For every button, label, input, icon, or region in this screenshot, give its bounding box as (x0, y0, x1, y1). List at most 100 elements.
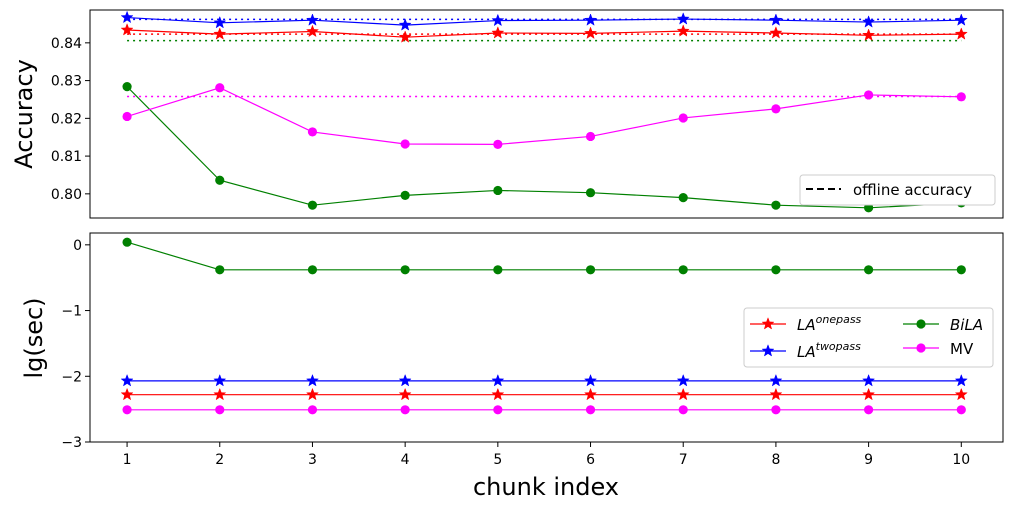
time-plot-frame (89, 232, 1004, 443)
data-point (120, 387, 134, 401)
time-series (120, 237, 968, 415)
data-point (956, 265, 966, 275)
accuracy-panel: 0.80 0.81 0.82 0.83 0.84 Accuracy offline ac… (10, 9, 1004, 219)
data-point (398, 18, 412, 31)
data-point (398, 30, 412, 43)
data-point (215, 405, 225, 415)
data-point (769, 26, 783, 39)
x-tick-label: 3 (308, 452, 317, 468)
data-point (585, 265, 596, 275)
data-point (678, 405, 688, 415)
chunk-index-x-ticks: 1 2 3 4 5 6 7 8 9 10 (123, 442, 970, 468)
legend-entry-bila: BiLA (903, 316, 983, 334)
data-point (862, 28, 876, 41)
data-point (305, 387, 320, 401)
data-point (863, 405, 874, 415)
data-point (676, 387, 690, 401)
legend-offline-accuracy-label: offline accuracy (853, 181, 972, 199)
data-point (954, 373, 968, 387)
legend-swatch-marker (916, 319, 926, 329)
series-line (126, 241, 962, 271)
series-line (127, 16, 962, 26)
time-y-tick-label: −1 (61, 304, 82, 320)
data-point (585, 405, 596, 415)
data-point (862, 387, 876, 401)
legend-label: MV (950, 340, 974, 358)
data-point (400, 190, 410, 200)
data-point (769, 387, 783, 401)
data-point (491, 13, 505, 27)
legend-entry-la-onepass: LAonepass (750, 313, 862, 334)
data-point (122, 111, 132, 122)
accuracy-y-tick-label: 0.84 (51, 36, 82, 52)
time-panel: −3−2−10 1 2 3 4 5 6 7 8 9 10 lg(sec) chunk index … (20, 232, 1004, 501)
series-line (126, 86, 962, 209)
data-point (678, 193, 688, 203)
data-point (769, 373, 783, 387)
time-y-tick-label: −3 (61, 435, 82, 451)
accuracy-series-mv (122, 83, 966, 149)
data-point (493, 265, 503, 275)
data-point (583, 26, 598, 39)
data-point (305, 373, 320, 387)
data-point (398, 373, 412, 387)
x-tick-label: 5 (493, 452, 502, 468)
data-point (863, 90, 874, 100)
data-point (400, 405, 410, 415)
data-point (956, 405, 966, 415)
time-series-bila (122, 237, 966, 275)
x-axis-label: chunk index (473, 473, 619, 501)
legend-entry-mv: MV (903, 340, 974, 358)
legend-swatch-marker (916, 343, 926, 353)
time-y-tick-label: 0 (73, 238, 82, 254)
data-point (305, 13, 320, 26)
data-point (307, 127, 318, 137)
data-point (120, 23, 134, 36)
series-legend: LAonepass LAtwopass BiLA MV (743, 307, 994, 368)
data-point (585, 131, 596, 142)
time-series-mv (122, 405, 966, 415)
data-point (213, 387, 227, 401)
accuracy-y-tick-label: 0.81 (51, 149, 82, 165)
accuracy-y-tick-label: 0.82 (51, 111, 82, 127)
data-point (120, 373, 134, 387)
x-tick-label: 2 (215, 452, 224, 468)
data-point (676, 24, 690, 37)
data-point (213, 373, 227, 387)
data-point (215, 175, 225, 185)
x-tick-label: 9 (864, 452, 873, 468)
data-point (678, 113, 688, 123)
accuracy-legend-box (799, 174, 996, 206)
legend-entry-la-twopass: LAtwopass (750, 340, 861, 361)
data-point (215, 83, 225, 93)
time-series-la-twopass (120, 373, 968, 387)
data-point (122, 82, 132, 92)
data-point (122, 237, 132, 247)
data-point (491, 373, 505, 387)
data-point (305, 24, 320, 38)
data-point (771, 405, 781, 415)
time-series-la-onepass (120, 387, 968, 401)
data-point (863, 265, 874, 275)
data-point (583, 373, 598, 387)
time-y-tick-label: −2 (61, 369, 82, 385)
data-point (954, 387, 968, 401)
data-point (862, 15, 876, 28)
accuracy-legend: offline accuracy (799, 174, 996, 206)
data-point (585, 188, 596, 198)
legend-swatch-marker (761, 317, 775, 330)
legend-label: LAonepass (797, 313, 862, 334)
accuracy-y-ticks: 0.80 0.81 0.82 0.83 0.84 (51, 36, 90, 203)
data-point (771, 265, 781, 275)
data-point (120, 10, 134, 24)
data-point (307, 200, 318, 210)
data-point (769, 13, 783, 26)
accuracy-plot-frame (89, 9, 1004, 219)
data-point (676, 373, 690, 387)
x-tick-label: 6 (586, 452, 595, 468)
data-point (491, 387, 505, 401)
accuracy-y-tick-label: 0.80 (51, 187, 82, 203)
series-line (127, 29, 962, 38)
accuracy-y-tick-label: 0.83 (51, 74, 82, 90)
data-point (863, 203, 874, 213)
